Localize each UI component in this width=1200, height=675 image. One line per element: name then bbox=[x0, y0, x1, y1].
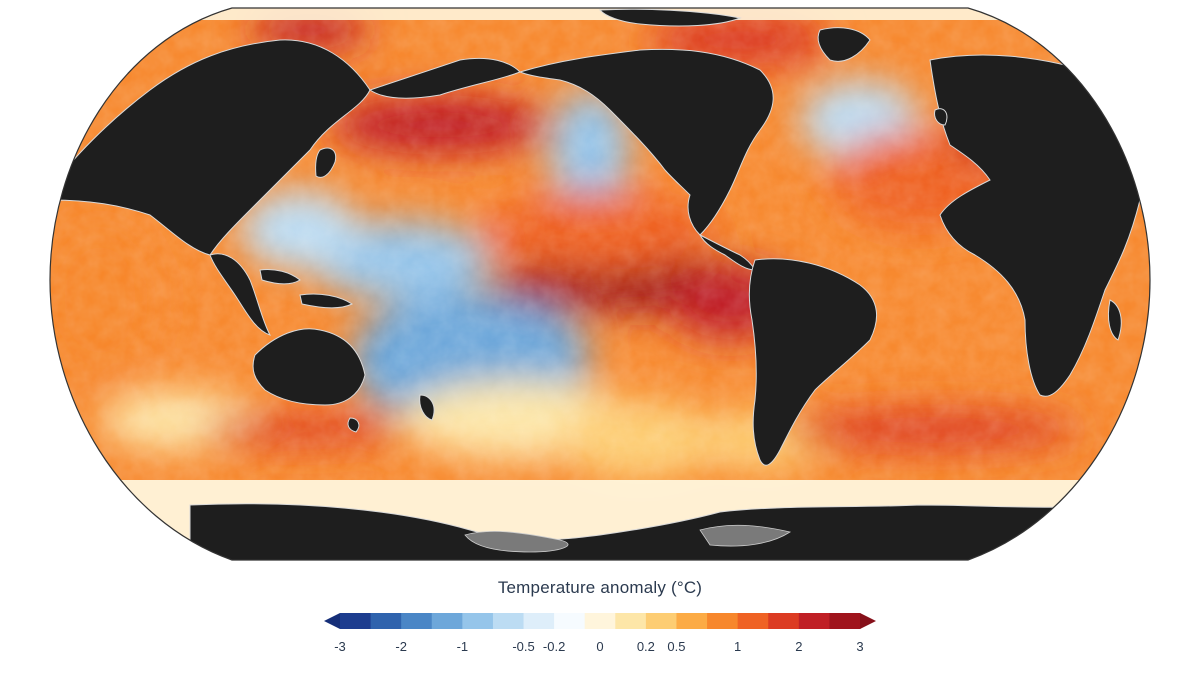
colorbar-tick-label: 1 bbox=[734, 639, 741, 654]
colorbar-tick-label: -3 bbox=[334, 639, 346, 654]
colorbar-tick-label: 0 bbox=[596, 639, 603, 654]
globe-outline bbox=[49, 7, 1151, 561]
colorbar-swatch bbox=[401, 613, 433, 629]
colorbar-swatch bbox=[523, 613, 555, 629]
colorbar-swatch bbox=[431, 613, 463, 629]
colorbar-swatch bbox=[615, 613, 647, 629]
colorbar-swatch bbox=[829, 613, 861, 629]
colorbar-swatch bbox=[340, 613, 372, 629]
colorbar-tick-label: 0.2 bbox=[637, 639, 655, 654]
ocean-layer bbox=[50, 8, 1150, 560]
colorbar-tick-label: 2 bbox=[795, 639, 802, 654]
colorbar-under-arrow bbox=[324, 613, 340, 629]
colorbar-swatch bbox=[798, 613, 830, 629]
colorbar-tick-label: -0.5 bbox=[512, 639, 534, 654]
sea-surface-temperature-map bbox=[49, 7, 1151, 561]
legend-title: Temperature anomaly (°C) bbox=[497, 578, 703, 597]
colorbar-swatch bbox=[737, 613, 769, 629]
colorbar-swatch bbox=[676, 613, 708, 629]
colorbar-swatch bbox=[645, 613, 677, 629]
colorbar-swatches bbox=[324, 613, 876, 629]
colorbar-swatch bbox=[768, 613, 800, 629]
colorbar-swatch bbox=[584, 613, 616, 629]
colorbar-swatch bbox=[554, 613, 586, 629]
antarctica bbox=[189, 503, 1101, 560]
land-layer bbox=[50, 8, 1141, 466]
colorbar-tick-label: -1 bbox=[457, 639, 469, 654]
colorbar-swatch bbox=[492, 613, 525, 629]
colorbar-tick-label: 3 bbox=[856, 639, 863, 654]
colorbar-swatch bbox=[370, 613, 402, 629]
colorbar-tick-label: 0.5 bbox=[667, 639, 685, 654]
colorbar-ticks: -3 -2 -1 -0.5 -0.2 0 0.2 0.5 1 2 3 bbox=[334, 639, 863, 654]
colorbar-legend: -3 -2 -1 -0.5 -0.2 0 0.2 0.5 1 2 3 bbox=[324, 613, 876, 654]
colorbar-swatch bbox=[462, 613, 494, 629]
colorbar-over-arrow bbox=[860, 613, 876, 629]
colorbar-tick-label: -0.2 bbox=[543, 639, 565, 654]
colorbar-swatch bbox=[707, 613, 739, 629]
world-map-robinson bbox=[49, 7, 1151, 561]
colorbar-tick-label: -2 bbox=[395, 639, 407, 654]
